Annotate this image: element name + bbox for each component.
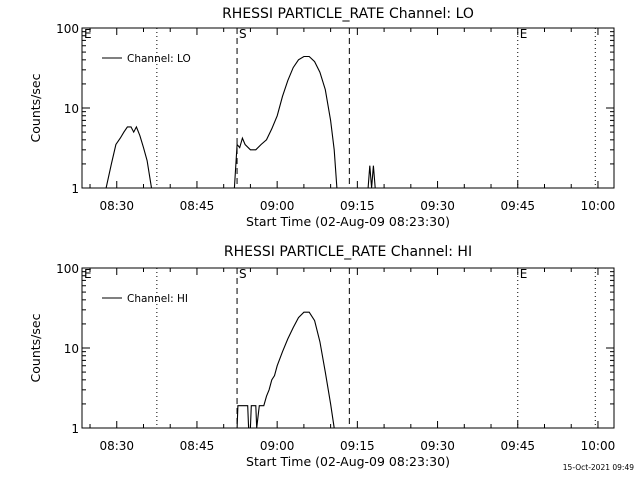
y-axis-label: Counts/sec <box>28 73 43 142</box>
x-tick-label: 08:45 <box>180 199 215 213</box>
chart-panel-1: RHESSI PARTICLE_RATE Channel: LO 08:30 08:… <box>28 6 615 229</box>
marker-label: E <box>84 27 92 41</box>
marker-label: S <box>239 267 247 281</box>
y-tick-label: 100 <box>56 262 79 276</box>
series-line <box>236 311 335 429</box>
marker-label: E <box>520 27 528 41</box>
x-axis-label: Start Time (02-Aug-09 08:23:30) <box>246 214 450 229</box>
x-tick-label: 08:45 <box>180 439 215 453</box>
legend: Channel: LO <box>102 53 191 65</box>
x-tick-label: 09:15 <box>340 439 375 453</box>
marker-label: S <box>239 27 247 41</box>
series-line <box>367 165 376 189</box>
y-tick-label: 10 <box>64 102 79 116</box>
plot-frame <box>81 267 615 429</box>
series-line <box>105 125 153 189</box>
chart-title: RHESSI PARTICLE_RATE Channel: LO <box>222 6 474 22</box>
x-tick-label: 09:15 <box>340 199 375 213</box>
chart-panel-2: RHESSI PARTICLE_RATE Channel: HI 08:30 08:… <box>28 244 615 469</box>
legend-entry: Channel: LO <box>127 53 191 65</box>
marker-label: E <box>84 267 92 281</box>
x-tick-label: 09:30 <box>420 199 455 213</box>
y-tick-label: 10 <box>64 342 79 356</box>
x-tick-label: 09:45 <box>500 439 535 453</box>
x-axis-label: Start Time (02-Aug-09 08:23:30) <box>246 454 450 469</box>
y-axis-label: Counts/sec <box>28 313 43 382</box>
y-tick-label: 1 <box>71 422 79 436</box>
x-tick-label: 09:00 <box>260 439 295 453</box>
x-tick-label: 10:00 <box>581 439 616 453</box>
x-tick-label: 09:00 <box>260 199 295 213</box>
legend-entry: Channel: HI <box>127 293 188 305</box>
x-tick-label: 10:00 <box>581 199 616 213</box>
y-tick-label: 100 <box>56 22 79 36</box>
x-tick-label: 09:45 <box>500 199 535 213</box>
footer-timestamp: 15-Oct-2021 09:49 <box>562 463 634 472</box>
x-tick-label: 08:30 <box>99 439 134 453</box>
x-tick-label: 08:30 <box>99 199 134 213</box>
marker-label: E <box>520 267 528 281</box>
legend: Channel: HI <box>102 293 188 305</box>
x-tick-label: 09:30 <box>420 439 455 453</box>
chart-title: RHESSI PARTICLE_RATE Channel: HI <box>224 244 472 260</box>
plot-frame <box>81 27 615 189</box>
y-tick-label: 1 <box>71 182 79 196</box>
series-line <box>233 55 338 189</box>
